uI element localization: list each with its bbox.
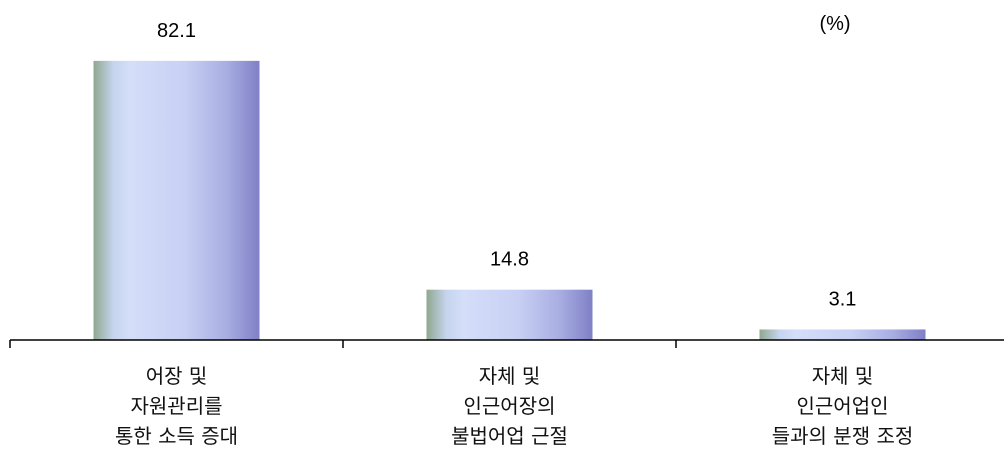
bar-3 — [759, 329, 926, 340]
value-labels-layer: 82.1 14.8 3.1 — [157, 20, 856, 311]
category-label-2-line-1: 자체 및 — [479, 364, 541, 388]
bar-2 — [426, 289, 593, 340]
category-label-3-line-3: 들과의 분쟁 조정 — [772, 424, 914, 448]
bars-layer — [93, 60, 926, 341]
category-label-2-line-2: 인근어장의 — [464, 394, 556, 418]
category-label-3-line-2: 인근어업인 — [797, 394, 889, 418]
bar-value-label-2: 14.8 — [490, 249, 529, 271]
x-axis — [9, 339, 1004, 348]
category-label-1-line-2: 자원관리를 — [131, 394, 223, 418]
bar-1 — [93, 60, 260, 341]
unit-label: (%) — [819, 13, 850, 35]
category-label-3-line-1: 자체 및 — [812, 364, 874, 388]
category-label-1-line-1: 어장 및 — [146, 364, 208, 388]
bar-value-label-1: 82.1 — [157, 20, 196, 42]
bar-value-label-3: 3.1 — [829, 288, 857, 310]
category-label-1-line-3: 통한 소득 증대 — [115, 424, 238, 448]
category-label-2-line-3: 불법어업 근절 — [451, 424, 568, 448]
